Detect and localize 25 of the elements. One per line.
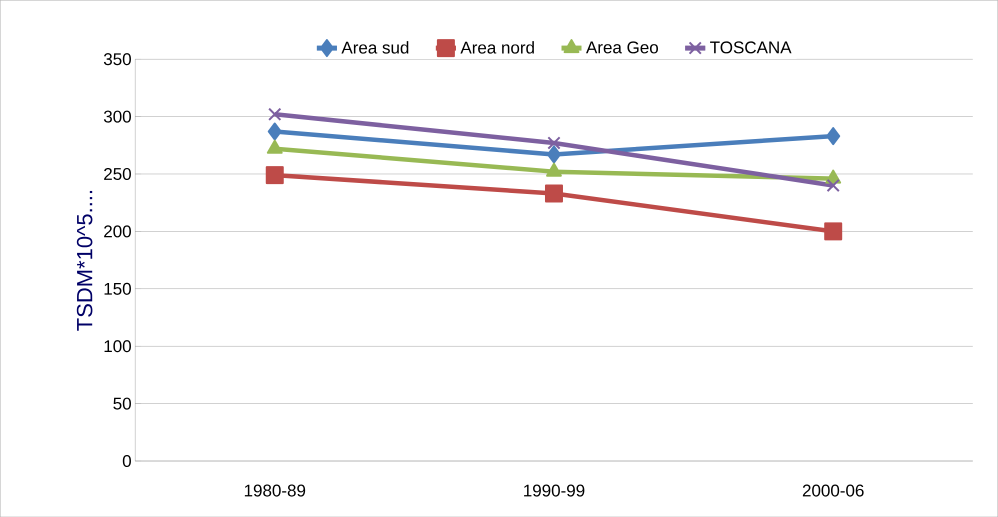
y-tick-label: 50: [113, 397, 131, 410]
legend-label: TOSCANA: [710, 41, 792, 54]
y-tick-label: 350: [104, 53, 131, 66]
y-tick-label: 250: [104, 168, 131, 180]
point: [268, 122, 282, 140]
y-tick-label: 150: [104, 282, 131, 295]
x-tick-label: 1980-89: [244, 484, 306, 496]
point: [826, 178, 840, 192]
point: [824, 222, 842, 240]
legend-label: Area sud: [341, 41, 408, 54]
y-tick-label: 100: [104, 340, 131, 352]
legend-label: Area Geo: [586, 41, 658, 54]
x-tick-label: 2000-06: [802, 484, 864, 496]
y-tick-label: 300: [104, 110, 131, 123]
point: [268, 108, 282, 121]
point: [826, 127, 840, 145]
y-tick-label: 0: [122, 454, 131, 467]
point: [547, 136, 561, 150]
y-tick-label: 200: [104, 225, 131, 238]
y-axis-title: TSDM*10^5....: [76, 190, 92, 331]
point: [266, 166, 284, 184]
x-tick-label: 1990-99: [524, 484, 584, 496]
point: [544, 184, 563, 202]
legend-label: Area nord: [460, 41, 534, 54]
point: [546, 145, 561, 164]
